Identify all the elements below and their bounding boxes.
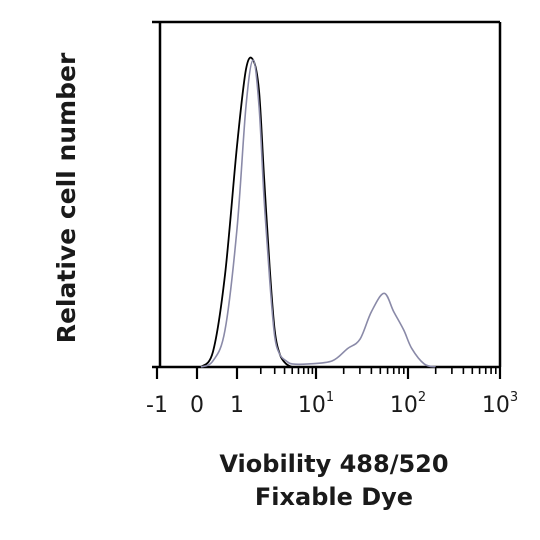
x-tick-label-exponent: 2 xyxy=(418,390,426,405)
plot-frame xyxy=(152,20,502,369)
histogram-series-line-2 xyxy=(200,59,436,368)
x-tick-label: 101 xyxy=(298,390,334,418)
x-tick-label: 102 xyxy=(390,390,426,418)
x-tick-label-exponent: 3 xyxy=(510,390,518,405)
y-axis-label: Relative cell number xyxy=(52,52,81,343)
x-tick-label-exponent: 1 xyxy=(326,390,334,405)
x-tick-label: -1 xyxy=(146,393,168,418)
x-tick-label: 1 xyxy=(230,393,244,418)
x-tick-label: 0 xyxy=(190,393,204,418)
x-axis-label-line-1: Viobility 488/520 xyxy=(219,450,448,478)
series-layer xyxy=(200,56,436,368)
x-axis-ticks xyxy=(155,367,502,379)
x-axis-tick-labels: -1 0 1 101 102 103 xyxy=(146,390,518,418)
x-axis-label-line-2: Fixable Dye xyxy=(255,483,413,511)
x-tick-label: 103 xyxy=(482,390,518,418)
